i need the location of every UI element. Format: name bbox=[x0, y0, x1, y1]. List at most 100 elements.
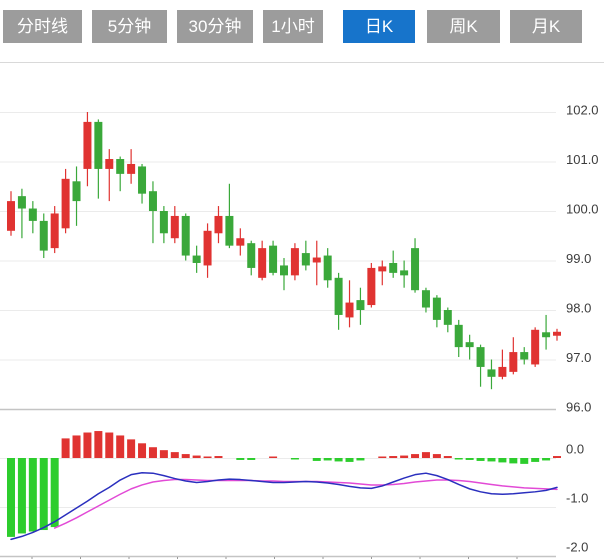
price-tick-label: 101.0 bbox=[566, 152, 599, 167]
macd-bar bbox=[454, 458, 463, 460]
candle-body bbox=[400, 270, 409, 276]
macd-bar bbox=[203, 456, 212, 458]
macd-bar bbox=[170, 452, 179, 458]
candle-body bbox=[454, 324, 463, 348]
macd-bar bbox=[356, 458, 365, 461]
candle-body bbox=[148, 191, 157, 211]
macd-bar bbox=[498, 458, 507, 463]
tab-daily-k[interactable]: 日K bbox=[343, 10, 415, 43]
macd-bar bbox=[83, 432, 92, 458]
macd-bar bbox=[378, 456, 387, 458]
macd-bar bbox=[72, 435, 81, 458]
candle-body bbox=[553, 331, 561, 336]
candle-body bbox=[105, 159, 114, 169]
macd-bar bbox=[520, 458, 529, 464]
tab-1hour[interactable]: 1小时 bbox=[263, 10, 323, 43]
macd-tick-label: 0.0 bbox=[566, 442, 584, 457]
candle-body bbox=[50, 213, 59, 249]
macd-bar bbox=[127, 439, 136, 458]
macd-bar bbox=[236, 458, 245, 460]
candle-body bbox=[83, 121, 92, 169]
macd-bar bbox=[17, 458, 26, 534]
candle-body bbox=[323, 255, 332, 281]
candle-body bbox=[476, 347, 485, 367]
candle-body bbox=[214, 215, 223, 234]
macd-bar bbox=[312, 458, 321, 461]
macd-bar bbox=[334, 458, 343, 462]
macd-bar bbox=[148, 447, 157, 458]
candle-body bbox=[127, 163, 136, 174]
candle-body bbox=[17, 196, 26, 209]
candle-body bbox=[356, 300, 365, 310]
price-tick-label: 97.0 bbox=[566, 350, 591, 365]
candle-body bbox=[203, 230, 212, 266]
macd-bar bbox=[50, 458, 59, 528]
macd-bar bbox=[290, 458, 299, 460]
tab-monthly-k[interactable]: 月K bbox=[510, 10, 582, 43]
macd-tick-label: -2.0 bbox=[566, 540, 588, 555]
tab-weekly-k[interactable]: 周K bbox=[427, 10, 500, 43]
candle-body bbox=[280, 265, 288, 276]
candle-body bbox=[443, 310, 452, 325]
candle-body bbox=[334, 277, 343, 315]
macd-bar bbox=[487, 458, 496, 462]
candle-body bbox=[94, 121, 103, 169]
macd-bar bbox=[389, 456, 398, 458]
timeframe-tabbar: 分时线 5分钟 30分钟 1小时 日K 周K 月K bbox=[0, 10, 604, 43]
macd-bar bbox=[476, 458, 485, 461]
macd-bar bbox=[192, 455, 201, 458]
candle-body bbox=[72, 181, 81, 202]
macd-bar bbox=[39, 458, 48, 531]
candle-body bbox=[378, 266, 387, 272]
macd-bar bbox=[105, 432, 114, 458]
candle-body bbox=[367, 267, 376, 306]
candle-body bbox=[498, 366, 507, 377]
macd-bar bbox=[345, 458, 354, 462]
candle-body bbox=[520, 352, 529, 360]
macd-bar bbox=[400, 455, 409, 458]
macd-bar bbox=[443, 456, 452, 458]
macd-tick-label: -1.0 bbox=[566, 491, 588, 506]
macd-bar bbox=[159, 450, 168, 458]
candle-body bbox=[159, 211, 168, 234]
macd-bar bbox=[432, 454, 441, 458]
macd-bar bbox=[531, 458, 540, 462]
macd-bar bbox=[138, 443, 147, 458]
macd-bar bbox=[214, 456, 223, 458]
candle-body bbox=[531, 329, 540, 365]
tab-5min[interactable]: 5分钟 bbox=[92, 10, 167, 43]
macd-bar bbox=[421, 452, 430, 458]
candle-body bbox=[225, 215, 234, 246]
price-tick-label: 102.0 bbox=[566, 103, 599, 118]
macd-bar bbox=[411, 454, 420, 458]
tab-30min[interactable]: 30分钟 bbox=[177, 10, 253, 43]
macd-bar bbox=[269, 456, 278, 458]
candle-body bbox=[542, 332, 551, 338]
candle-body bbox=[290, 248, 299, 276]
candle-body bbox=[411, 248, 420, 291]
macd-bar bbox=[61, 438, 70, 458]
price-tick-label: 98.0 bbox=[566, 301, 591, 316]
candle-body bbox=[61, 178, 70, 229]
candle-body bbox=[312, 257, 321, 263]
candle-body bbox=[247, 243, 256, 268]
candle-body bbox=[138, 166, 147, 194]
candle-body bbox=[192, 255, 201, 263]
macd-bar bbox=[116, 435, 125, 458]
dif-line bbox=[10, 471, 558, 541]
price-tick-label: 100.0 bbox=[566, 202, 599, 217]
candle-body bbox=[236, 238, 245, 246]
candle-body bbox=[39, 220, 48, 251]
candle-body bbox=[258, 248, 267, 278]
candle-body bbox=[345, 302, 354, 318]
dea-line bbox=[53, 478, 558, 529]
macd-bar bbox=[28, 458, 37, 532]
candle-body bbox=[389, 262, 398, 273]
tab-timeline[interactable]: 分时线 bbox=[3, 10, 82, 43]
macd-bar bbox=[323, 458, 332, 461]
candle-body bbox=[28, 208, 37, 221]
macd-bar bbox=[542, 458, 551, 461]
candle-body bbox=[7, 201, 15, 231]
candle-body bbox=[170, 215, 179, 239]
